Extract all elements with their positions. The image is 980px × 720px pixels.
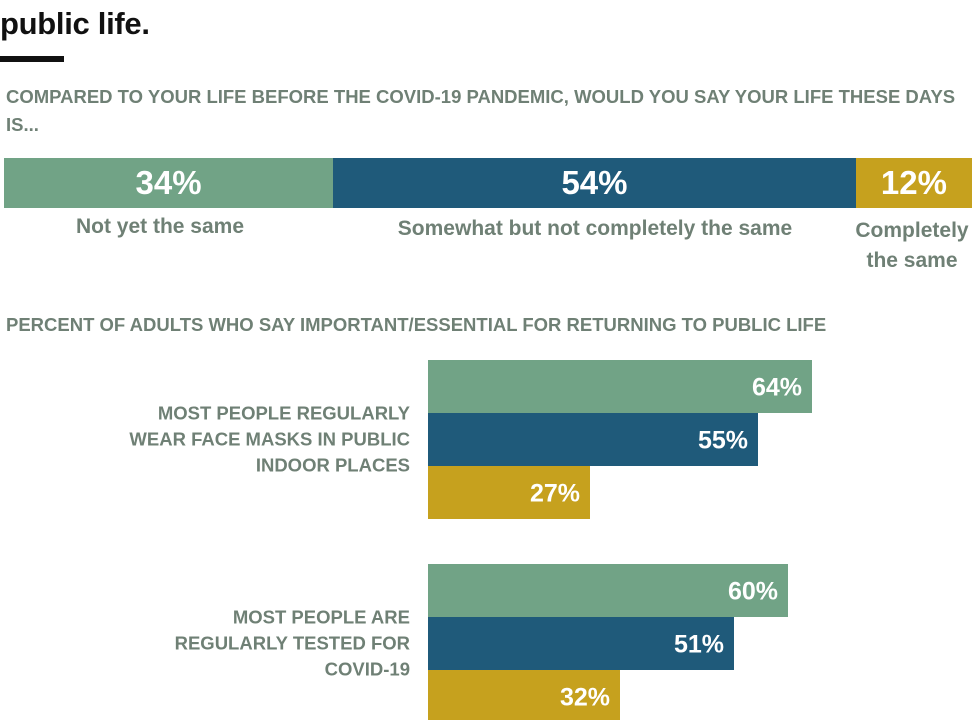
segment-not-yet-same: 34% (4, 158, 334, 208)
bar (428, 413, 758, 466)
bar (428, 564, 788, 617)
segment-category-label: Somewhat but not completely the same (397, 217, 793, 240)
group-label: MOST PEOPLE REGULARLY WEAR FACE MASKS IN … (129, 403, 410, 476)
segment-value-label: 12% (880, 164, 947, 201)
group-label: MOST PEOPLE ARE REGULARLY TESTED FOR COVID… (175, 607, 410, 680)
bar-value-label: 27% (530, 480, 580, 508)
segment-somewhat-same: 54% (333, 158, 856, 208)
bar-value-label: 51% (674, 631, 724, 659)
bar (428, 360, 812, 413)
bar-value-label: 64% (752, 374, 802, 402)
segment-category-label: Not yet the same (75, 215, 245, 238)
headline-rule (0, 56, 64, 62)
stacked-bar: 34% 54% 12% (4, 158, 972, 208)
segment-category-label: Completely the same (855, 219, 969, 272)
bar (428, 617, 734, 670)
bar (428, 670, 620, 720)
segment-value-label: 34% (135, 164, 202, 201)
segment-completely-same: 12% (855, 158, 972, 208)
headline: public life. (0, 6, 150, 41)
bar-value-label: 32% (560, 684, 610, 712)
bar-value-label: 55% (698, 427, 748, 455)
question-2-title: PERCENT OF ADULTS WHO SAY IMPORTANT/ESSE… (6, 314, 827, 335)
question-1-title: COMPARED TO YOUR LIFE BEFORE THE COVID-1… (6, 86, 956, 135)
segment-value-label: 54% (561, 164, 628, 201)
bar (428, 466, 590, 519)
bar-value-label: 60% (728, 578, 778, 606)
grouped-bar-chart: 64%55% 27% MOST PEOPLE REGULARLY WEAR FACE … (129, 360, 812, 720)
